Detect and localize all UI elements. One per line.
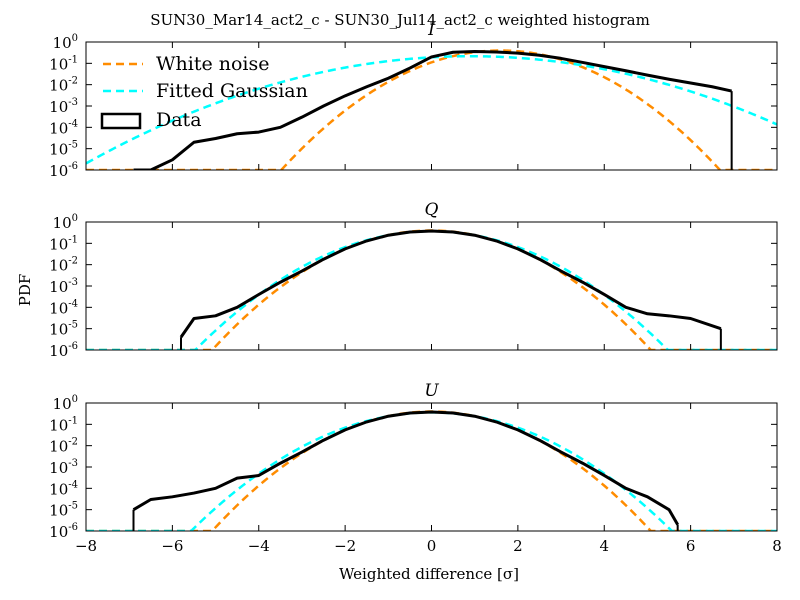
panel-title: Q: [425, 200, 439, 220]
x-tick-label: −6: [161, 537, 183, 555]
y-axis-label: PDF: [16, 274, 34, 307]
y-tick-label: 10-4: [49, 298, 78, 317]
legend-swatch-data: [100, 112, 142, 130]
panel-I: I 100 10-1 10-2 10-3 10-4 10-5 10-6: [49, 20, 778, 180]
y-tick-label: 10-2: [49, 437, 78, 456]
y-tick-label: 10-3: [49, 97, 78, 116]
x-tick-label: −4: [248, 537, 270, 555]
panel-U: U 100 10-1 10-2 10-3 10-4 10-5 10-6−8 −6 −4 −2 0 2 4 6…: [49, 381, 782, 555]
panel-plot-area: [86, 410, 777, 531]
y-tick-label: 100: [53, 394, 78, 413]
legend: White noise Fitted Gaussian Data: [100, 53, 308, 131]
y-tick-label: 10-3: [49, 458, 78, 477]
data-histogram: [132, 410, 679, 526]
y-tick-label: 100: [53, 33, 78, 52]
y-tick-label: 10-2: [49, 256, 78, 275]
y-tick-label: 10-4: [49, 479, 78, 498]
panel-plot-area: [86, 229, 777, 350]
y-tick-label: 10-5: [49, 320, 78, 339]
legend-label: Data: [156, 109, 202, 131]
data-histogram: [179, 229, 722, 339]
legend-label: Fitted Gaussian: [156, 80, 308, 102]
legend-label: White noise: [156, 53, 270, 75]
y-tick-label: 10-6: [49, 341, 78, 360]
y-tick-label: 100: [53, 213, 78, 232]
y-tick-label: 10-1: [49, 234, 78, 253]
y-tick-label: 10-3: [49, 277, 78, 296]
y-tick-label: 10-1: [49, 415, 78, 434]
panel-plot-area: [86, 49, 777, 170]
y-tick-label: 10-5: [49, 140, 78, 159]
x-tick-label: 6: [686, 537, 696, 555]
x-tick-label: 0: [427, 537, 437, 555]
data-histogram: [133, 49, 732, 170]
y-tick-label: 10-6: [49, 522, 78, 541]
white-noise-curve: [86, 49, 777, 170]
x-tick-label: −8: [75, 537, 97, 555]
x-tick-label: 8: [772, 537, 782, 555]
y-tick-label: 10-6: [49, 161, 78, 180]
figure-suptitle: SUN30_Mar14_act2_c - SUN30_Jul14_act2_c …: [150, 11, 650, 29]
panel-title: U: [424, 381, 439, 401]
x-axis-label: Weighted difference [σ]: [339, 565, 519, 583]
y-tick-label: 10-5: [49, 501, 78, 520]
x-tick-label: 2: [513, 537, 523, 555]
x-tick-label: −2: [334, 537, 356, 555]
y-tick-label: 10-4: [49, 118, 78, 137]
y-tick-label: 10-1: [49, 54, 78, 73]
y-tick-label: 10-2: [49, 76, 78, 95]
panel-Q: Q 100 10-1 10-2 10-3 10-4 10-5 10-6: [49, 200, 778, 360]
x-tick-label: 4: [599, 537, 609, 555]
panel-title: I: [427, 20, 435, 40]
